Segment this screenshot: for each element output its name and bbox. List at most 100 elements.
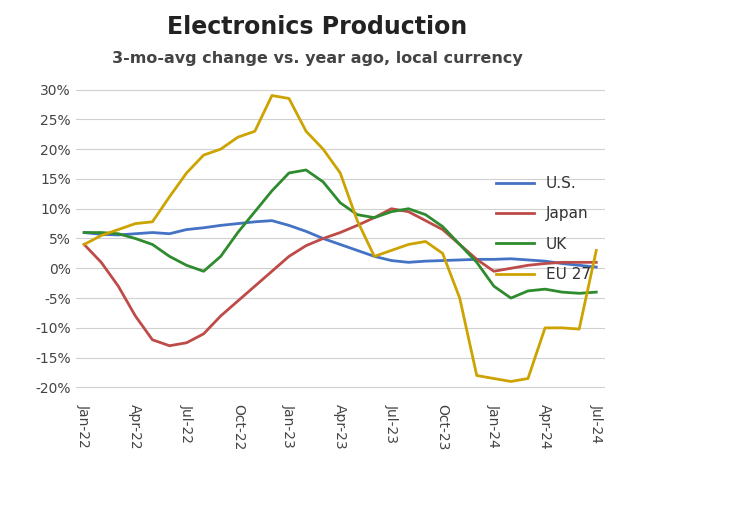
U.S. xyxy=(131,231,140,237)
U.S. xyxy=(302,228,311,234)
EU 27 xyxy=(165,194,174,200)
U.S. xyxy=(592,264,601,270)
U.S. xyxy=(353,247,362,253)
EU 27 xyxy=(113,226,122,232)
Text: Electronics Production: Electronics Production xyxy=(167,15,468,39)
UK xyxy=(523,288,532,294)
EU 27 xyxy=(575,326,584,332)
U.S. xyxy=(148,229,157,236)
UK xyxy=(284,170,293,176)
UK xyxy=(148,241,157,247)
EU 27 xyxy=(523,375,532,381)
U.S. xyxy=(472,257,482,263)
EU 27 xyxy=(79,241,88,247)
Japan xyxy=(370,215,379,221)
Japan xyxy=(421,218,430,224)
EU 27 xyxy=(370,253,379,260)
U.S. xyxy=(284,222,293,228)
EU 27 xyxy=(404,241,413,247)
Japan xyxy=(165,343,174,349)
Japan xyxy=(148,337,157,343)
UK xyxy=(199,268,208,274)
U.S. xyxy=(234,221,243,227)
U.S. xyxy=(79,229,88,236)
Line: U.S.: U.S. xyxy=(84,221,596,267)
U.S. xyxy=(97,231,106,238)
EU 27 xyxy=(216,146,225,152)
U.S. xyxy=(199,225,208,231)
U.S. xyxy=(113,232,122,238)
UK xyxy=(131,236,140,242)
UK xyxy=(438,224,447,230)
UK xyxy=(318,179,327,185)
U.S. xyxy=(404,259,413,265)
U.S. xyxy=(216,222,225,228)
UK xyxy=(404,206,413,212)
UK xyxy=(302,167,311,173)
UK xyxy=(370,215,379,221)
Japan xyxy=(387,206,396,212)
UK xyxy=(336,200,345,206)
U.S. xyxy=(318,236,327,242)
EU 27 xyxy=(302,128,311,134)
EU 27 xyxy=(489,375,498,381)
EU 27 xyxy=(353,218,362,224)
UK xyxy=(165,253,174,260)
UK xyxy=(507,295,516,301)
EU 27 xyxy=(336,170,345,176)
UK xyxy=(472,259,482,265)
Legend: U.S., Japan, UK, EU 27: U.S., Japan, UK, EU 27 xyxy=(490,170,597,288)
UK xyxy=(268,188,277,194)
Japan xyxy=(507,265,516,271)
U.S. xyxy=(575,262,584,268)
Japan xyxy=(438,226,447,232)
Japan xyxy=(592,259,601,265)
EU 27 xyxy=(541,325,550,331)
U.S. xyxy=(370,253,379,260)
UK xyxy=(575,290,584,296)
UK xyxy=(421,211,430,218)
Japan xyxy=(268,268,277,274)
U.S. xyxy=(455,257,464,263)
U.S. xyxy=(438,258,447,264)
Japan xyxy=(404,208,413,215)
EU 27 xyxy=(250,128,259,134)
Japan xyxy=(79,241,88,247)
Japan xyxy=(336,229,345,236)
UK xyxy=(216,253,225,260)
UK xyxy=(387,208,396,215)
Japan xyxy=(302,243,311,249)
U.S. xyxy=(250,219,259,225)
UK xyxy=(455,241,464,247)
Line: UK: UK xyxy=(84,170,596,298)
Japan xyxy=(250,283,259,289)
Japan xyxy=(523,262,532,268)
Japan xyxy=(131,313,140,319)
U.S. xyxy=(523,257,532,263)
Japan xyxy=(455,241,464,247)
Japan xyxy=(541,261,550,267)
U.S. xyxy=(489,257,498,263)
UK xyxy=(558,289,567,295)
EU 27 xyxy=(558,325,567,331)
EU 27 xyxy=(234,134,243,140)
UK xyxy=(489,283,498,289)
EU 27 xyxy=(421,239,430,245)
EU 27 xyxy=(148,219,157,225)
EU 27 xyxy=(455,295,464,301)
U.S. xyxy=(182,226,191,232)
EU 27 xyxy=(472,372,482,378)
Japan xyxy=(472,257,482,263)
EU 27 xyxy=(182,170,191,176)
Line: Japan: Japan xyxy=(84,209,596,346)
UK xyxy=(250,208,259,215)
U.S. xyxy=(507,255,516,262)
UK xyxy=(97,229,106,236)
Text: 3-mo-avg change vs. year ago, local currency: 3-mo-avg change vs. year ago, local curr… xyxy=(112,51,523,66)
U.S. xyxy=(541,258,550,264)
Japan xyxy=(182,339,191,346)
EU 27 xyxy=(199,152,208,158)
Japan xyxy=(489,268,498,274)
Japan xyxy=(234,298,243,304)
EU 27 xyxy=(97,232,106,239)
